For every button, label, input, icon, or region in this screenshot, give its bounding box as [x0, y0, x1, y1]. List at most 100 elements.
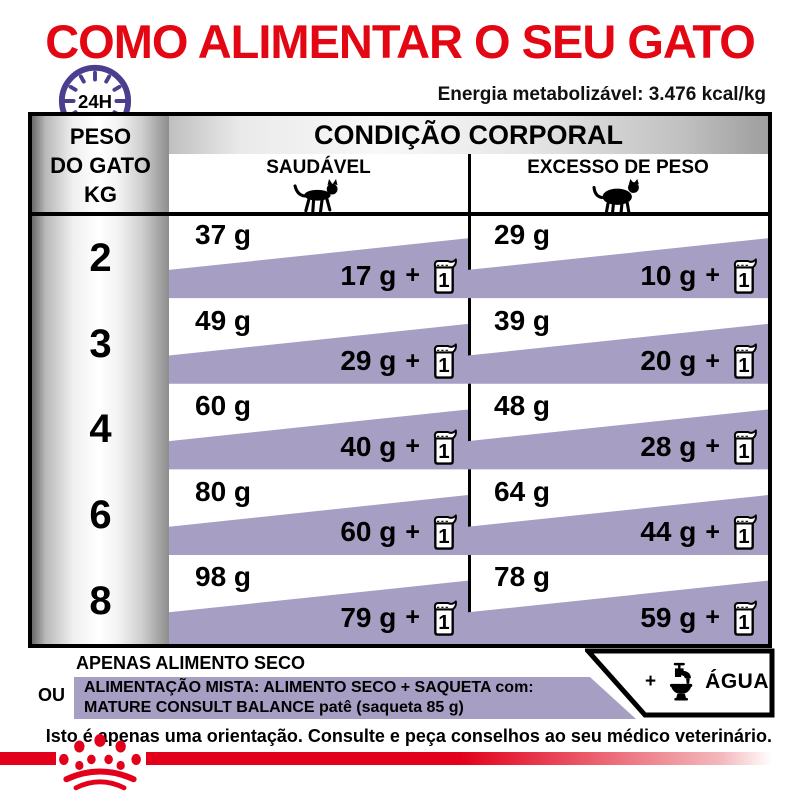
table-row: 8 98 g 79 g + 1 [32, 558, 768, 644]
healthy-cell: 80 g 60 g + 1 [169, 473, 468, 559]
plus-sign: + [405, 261, 420, 290]
table-row: 3 49 g 29 g + 1 [32, 302, 768, 388]
water-box-frame [585, 648, 775, 718]
mixed-amount-line: 28 g + 1 [640, 427, 759, 467]
mixed-feeding-banner: ALIMENTAÇÃO MISTA: ALIMENTO SECO + SAQUE… [74, 677, 636, 719]
plus-sign: + [645, 671, 657, 692]
mixed-amount-line: 17 g + 1 [340, 256, 459, 296]
mixed-amount: 79 g [340, 601, 397, 633]
mixed-feeding-line2: MATURE CONSULT BALANCE patê (saqueta 85 … [84, 699, 464, 716]
mixed-amount-line: 79 g + 1 [340, 598, 459, 638]
column-divider-line [468, 154, 471, 644]
feeding-rows: 2 37 g 17 g + 1 [32, 216, 768, 644]
mixed-amount: 60 g [340, 516, 397, 548]
dry-amount: 98 g [195, 561, 252, 593]
dry-amount: 60 g [195, 390, 252, 422]
pouch-count: 1 [738, 611, 749, 634]
dry-amount: 80 g [195, 475, 252, 507]
healthy-cell: 37 g 17 g + 1 [169, 216, 468, 302]
plus-sign: + [705, 603, 720, 632]
energy-value-label: Energia metabolizável: 3.476 kcal/kg [437, 84, 766, 105]
dry-amount: 49 g [195, 304, 252, 336]
weight-value: 2 [89, 236, 112, 281]
overweight-cell: 39 g 20 g + 1 [468, 302, 768, 388]
water-reminder-box: + ÁGUA [585, 648, 775, 718]
mixed-amount-line: 29 g + 1 [340, 341, 459, 381]
feeding-table: PESO DO GATO KG CONDIÇÃO CORPORAL SAUDÁV… [28, 112, 772, 648]
mixed-amount-line: 44 g + 1 [640, 512, 759, 552]
mixed-amount: 10 g [640, 259, 697, 291]
overweight-cell: 29 g 10 g + 1 [468, 216, 768, 302]
dry-amount: 48 g [494, 390, 551, 422]
footer-bar-right [146, 752, 772, 765]
vet-advice-note: Isto é apenas uma orientação. Consulte e… [45, 726, 772, 746]
healthy-cell: 60 g 40 g + 1 [169, 387, 468, 473]
mixed-amount: 44 g [640, 516, 697, 548]
mixed-amount-line: 40 g + 1 [340, 427, 459, 467]
column-header-healthy: SAUDÁVEL [169, 154, 468, 213]
mixed-amount: 20 g [640, 345, 697, 377]
dry-amount: 64 g [494, 475, 551, 507]
table-row: 4 60 g 40 g + 1 [32, 387, 768, 473]
mixed-amount: 29 g [340, 345, 397, 377]
healthy-label: SAUDÁVEL [266, 157, 371, 178]
weight-column-header: PESO DO GATO KG [32, 122, 169, 209]
slim-cat-icon [290, 179, 348, 219]
water-content: + ÁGUA [645, 656, 769, 708]
mixed-amount-line: 60 g + 1 [340, 512, 459, 552]
plus-sign: + [405, 603, 420, 632]
pouch-count: 1 [438, 354, 449, 377]
or-label: OU [38, 685, 65, 705]
pouch-count: 1 [438, 269, 449, 292]
mixed-feeding-line1: ALIMENTAÇÃO MISTA: ALIMENTO SECO + SAQUE… [84, 679, 534, 697]
pouch-icon: 1 [733, 514, 757, 551]
body-condition-header: CONDIÇÃO CORPORAL [169, 116, 768, 154]
plus-sign: + [405, 517, 420, 546]
footer-bar-left [0, 752, 56, 765]
pouch-icon: 1 [733, 429, 757, 465]
overweight-cell: 48 g 28 g + 1 [468, 387, 768, 473]
pouch-icon: 1 [433, 258, 457, 294]
weight-header-line3: KG [84, 182, 117, 208]
water-tap-icon [670, 662, 693, 701]
weight-header-line1: PESO [69, 124, 132, 149]
pouch-icon: 1 [433, 429, 457, 465]
mixed-amount: 40 g [340, 430, 397, 462]
column-header-overweight: EXCESSO DE PESO [468, 154, 768, 214]
table-row: 6 80 g 60 g + 1 [32, 473, 768, 559]
mixed-amount: 17 g [340, 259, 397, 291]
header-divider-line [32, 212, 768, 216]
pouch-count: 1 [438, 440, 449, 463]
healthy-cell: 49 g 29 g + 1 [169, 302, 468, 388]
pouch-icon: 1 [433, 514, 457, 551]
weight-value: 8 [89, 578, 112, 623]
water-label: ÁGUA [705, 670, 769, 693]
pouch-count: 1 [738, 354, 749, 377]
overweight-cell: 64 g 44 g + 1 [468, 473, 768, 559]
pouch-icon: 1 [733, 600, 757, 636]
mixed-amount: 59 g [640, 601, 697, 633]
plus-sign: + [705, 517, 720, 546]
mixed-amount-line: 20 g + 1 [640, 341, 759, 381]
pouch-count: 1 [738, 525, 749, 548]
brand-crown-paw-logo [52, 731, 148, 793]
plus-sign: + [705, 432, 720, 461]
weight-column-background [32, 116, 169, 644]
pouch-count: 1 [438, 525, 449, 548]
healthy-cell: 98 g 79 g + 1 [169, 558, 468, 644]
plus-sign: + [405, 432, 420, 461]
mixed-amount: 28 g [640, 430, 697, 462]
pouch-icon: 1 [733, 258, 757, 294]
dry-amount: 39 g [494, 304, 551, 336]
dry-amount: 29 g [494, 219, 551, 250]
weight-value: 4 [89, 407, 112, 452]
weight-value: 3 [89, 321, 112, 366]
pouch-count: 1 [738, 440, 749, 463]
weight-value: 6 [89, 493, 112, 538]
plus-sign: + [705, 261, 720, 290]
overweight-label: EXCESSO DE PESO [527, 157, 709, 178]
clock-label: 24H [78, 91, 112, 112]
table-row: 2 37 g 17 g + 1 [32, 216, 768, 302]
weight-header-line2: DO GATO [50, 153, 151, 179]
